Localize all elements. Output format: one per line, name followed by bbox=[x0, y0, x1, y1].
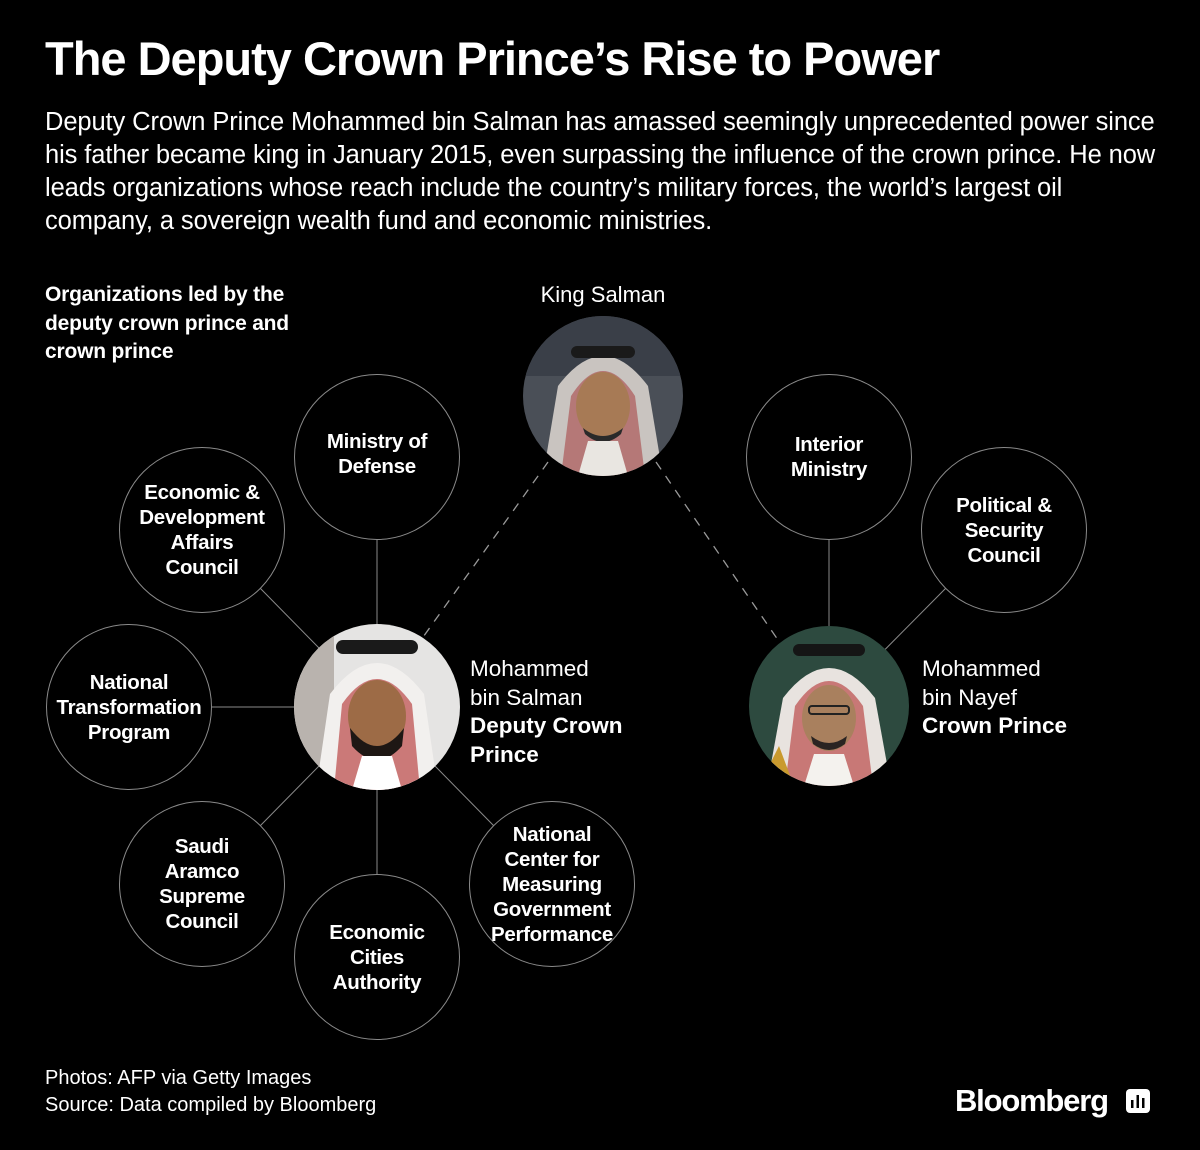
deputy-name-line2: bin Salman bbox=[470, 684, 583, 710]
org-national-center-measuring-government-performance: National Center for Measuring Government Per… bbox=[469, 801, 635, 967]
page-title: The Deputy Crown Prince’s Rise to Power bbox=[45, 32, 940, 85]
bloomberg-logo: Bloomberg bbox=[955, 1083, 1109, 1118]
org-economic-cities-authority: Economic Cities Authority bbox=[294, 874, 460, 1040]
crown-name-line1: Mohammed bbox=[922, 656, 1041, 681]
footer-credits: Photos: AFP via Getty Images Source: Dat… bbox=[45, 1065, 376, 1119]
bloomberg-chart-icon bbox=[1126, 1089, 1150, 1113]
crown-role: Crown Prince bbox=[922, 713, 1068, 738]
king-to-crown-connector bbox=[655, 461, 779, 641]
org-economic-development-affairs-council: Economic & Development Affairs Council bbox=[119, 447, 285, 613]
deputy-role-line1: Deputy Crown bbox=[470, 713, 623, 738]
mohammed-bin-salman-photo bbox=[294, 624, 460, 790]
crown-name-line2: bin Nayef bbox=[922, 684, 1018, 710]
king-salman-photo bbox=[523, 316, 683, 476]
king-label: King Salman bbox=[540, 282, 666, 307]
org-political-security-council: Political & Security Council bbox=[921, 447, 1087, 613]
org-saudi-aramco-supreme-council: Saudi Aramco Supreme Council bbox=[119, 801, 285, 967]
crown-prince-label: Mohammed bin Nayef Crown Prince bbox=[922, 655, 1067, 741]
source-credit: Source: Data compiled by Bloomberg bbox=[45, 1094, 377, 1116]
deputy-role-line2: Prince bbox=[470, 741, 539, 767]
org-national-transformation-program: National Transformation Program bbox=[46, 624, 212, 790]
photo-credit: Photos: AFP via Getty Images bbox=[45, 1067, 312, 1089]
section-label: Organizations led by the deputy crown pr… bbox=[45, 283, 289, 363]
deputy-crown-prince-label: Mohammed bin Salman Deputy Crown Prince bbox=[470, 655, 623, 769]
org-interior-ministry: Interior Ministry bbox=[746, 374, 912, 540]
org-ministry-of-defense: Ministry of Defense bbox=[294, 374, 460, 540]
king-to-deputy-connector bbox=[420, 461, 549, 641]
page-subtitle: Deputy Crown Prince Mohammed bin Salman … bbox=[45, 108, 1156, 235]
deputy-name-line1: Mohammed bbox=[470, 656, 589, 681]
mohammed-bin-nayef-photo bbox=[749, 626, 909, 786]
